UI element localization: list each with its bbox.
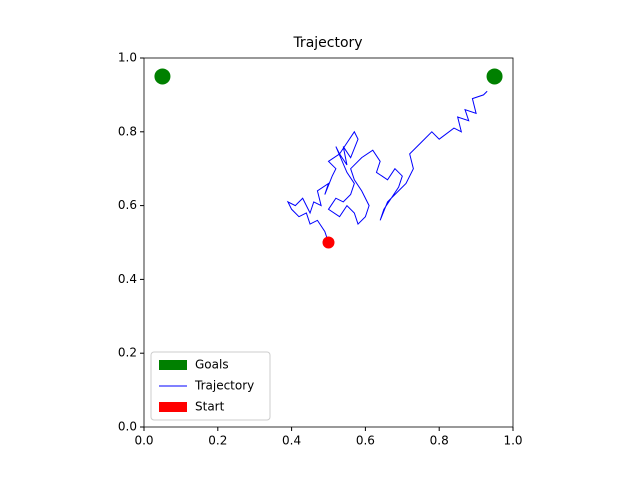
x-tick-label: 0.6 [356,434,375,448]
y-tick-label: 0.0 [118,420,137,434]
legend-label: Goals [195,358,229,372]
point [322,236,335,249]
x-tick-label: 0.0 [134,434,153,448]
x-tick-label: 0.4 [282,434,301,448]
y-tick-label: 0.2 [118,346,137,360]
x-tick-label: 1.0 [503,434,522,448]
legend-label: Start [195,400,225,414]
y-tick-label: 0.4 [118,272,137,286]
y-tick-label: 1.0 [118,51,137,65]
trajectory-line [286,90,488,243]
legend-label: Trajectory [194,379,254,393]
x-tick-label: 0.2 [208,434,227,448]
chart-title: Trajectory [292,35,362,51]
legend-swatch [159,402,187,412]
legend-swatch [159,360,187,370]
point [154,68,171,85]
y-tick-label: 0.6 [118,198,137,212]
plot-frame [143,57,514,428]
x-tick-label: 0.8 [430,434,449,448]
y-tick-label: 0.8 [118,124,137,138]
point [486,68,503,85]
